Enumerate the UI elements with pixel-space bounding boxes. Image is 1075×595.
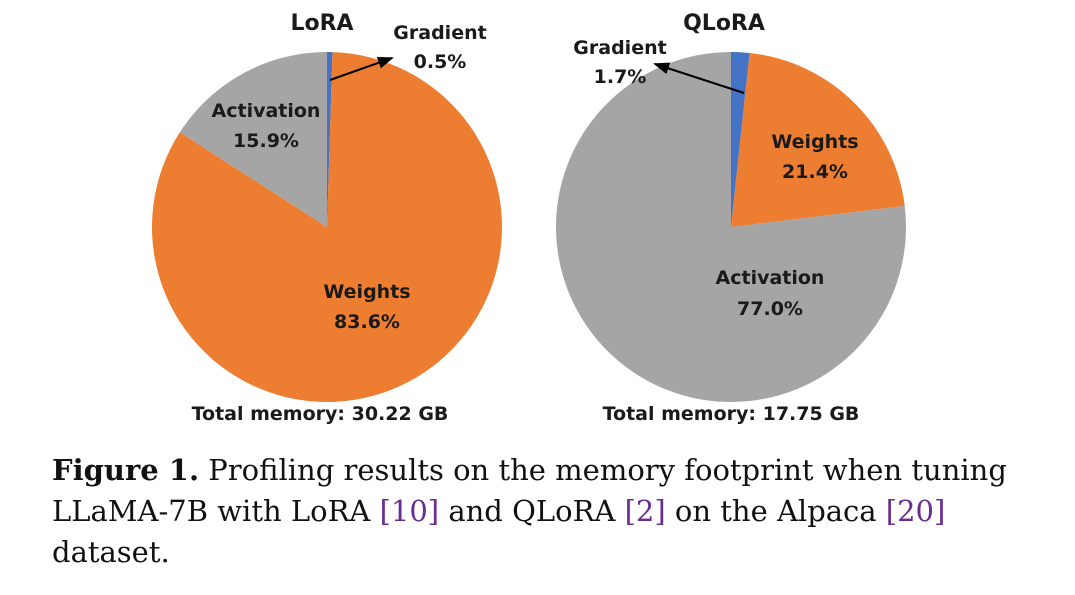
caption-text: Profiling results on the memory footprin… bbox=[52, 453, 1007, 528]
caption-text: and QLoRA bbox=[439, 494, 625, 528]
lora-weights-value: 83.6% bbox=[334, 311, 400, 333]
lora-activation-label: Activation bbox=[212, 100, 321, 122]
lora-total: Total memory: 30.22 GB bbox=[192, 403, 449, 425]
caption-text: on the Alpaca bbox=[665, 494, 886, 528]
citation-link[interactable]: [10] bbox=[379, 494, 440, 528]
pie-slice-activation bbox=[556, 52, 906, 403]
caption-text: dataset. bbox=[52, 535, 170, 569]
qlora-weights-label: Weights bbox=[771, 131, 858, 153]
pie-lora bbox=[152, 52, 503, 402]
pie-slice-weights bbox=[152, 52, 503, 402]
qlora-total: Total memory: 17.75 GB bbox=[603, 403, 860, 425]
qlora-gradient-label: Gradient bbox=[573, 37, 666, 59]
citation-link[interactable]: [20] bbox=[885, 494, 946, 528]
lora-gradient-leader bbox=[329, 57, 394, 81]
qlora-activation-label: Activation bbox=[716, 267, 825, 289]
lora-gradient-value: 0.5% bbox=[414, 51, 467, 73]
pie-slice-gradient bbox=[731, 52, 750, 227]
caption-label: Figure 1. bbox=[52, 453, 200, 487]
lora-gradient-label: Gradient bbox=[393, 22, 486, 44]
citation-link[interactable]: [2] bbox=[624, 494, 666, 528]
lora-title: LoRA bbox=[290, 11, 353, 36]
figure-caption: Figure 1. Profiling results on the memor… bbox=[52, 450, 1042, 573]
pie-charts: LoRA QLoRA Gradient 0.5% Weights 83.6% A… bbox=[152, 11, 906, 425]
pie-slice-gradient bbox=[327, 52, 333, 227]
lora-activation-value: 15.9% bbox=[233, 130, 299, 152]
qlora-gradient-leader bbox=[653, 62, 745, 94]
qlora-title: QLoRA bbox=[683, 11, 765, 36]
qlora-weights-value: 21.4% bbox=[782, 161, 848, 183]
pie-slice-activation bbox=[179, 52, 327, 227]
pie-slice-weights bbox=[731, 52, 905, 227]
lora-weights-label: Weights bbox=[323, 281, 410, 303]
pie-qlora bbox=[556, 52, 906, 403]
qlora-activation-value: 77.0% bbox=[737, 298, 803, 320]
qlora-gradient-value: 1.7% bbox=[594, 66, 647, 88]
